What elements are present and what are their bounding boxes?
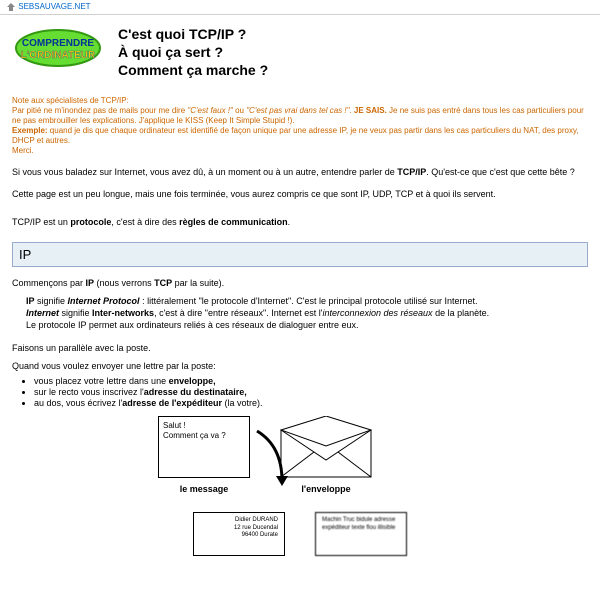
addr-name: Didier DURAND [200, 517, 278, 525]
sender-address-card: Machin Truc bidule adresse expéditeur te… [315, 512, 407, 556]
message-line-2: Comment ça va ? [163, 431, 245, 441]
header: COMPRENDRE L'ORDINATEUR C'est quoi TCP/I… [0, 15, 600, 84]
envelope-icon [280, 416, 372, 478]
addr-city: 96400 Durate [200, 532, 278, 540]
title-line-1: C'est quoi TCP/IP ? [118, 25, 268, 43]
arrow-icon [252, 426, 292, 496]
blur-text: Machin Truc bidule adresse expéditeur te… [322, 517, 395, 531]
specialist-note: Note aux spécialistes de TCP/IP: Par pit… [12, 96, 588, 156]
message-line-1: Salut ! [163, 421, 245, 431]
message-box: Salut ! Comment ça va ? [158, 416, 250, 478]
title-line-3: Comment ça marche ? [118, 61, 268, 79]
list-item: sur le recto vous inscrivez l'adresse du… [34, 387, 588, 397]
title-line-2: À quoi ça sert ? [118, 43, 268, 61]
diagram-message-col: Salut ! Comment ça va ? le message [158, 416, 250, 494]
ip-p2: Faisons un parallèle avec la poste. [12, 342, 588, 354]
list-item: vous placez votre lettre dans une envelo… [34, 376, 588, 386]
list-item: au dos, vous écrivez l'adresse de l'expé… [34, 398, 588, 408]
logo-line1: COMPRENDRE [22, 38, 95, 49]
logo-line2: L'ORDINATEUR [21, 50, 96, 61]
address-row: Didier DURAND 12 rue Ducendal 96400 Dura… [12, 512, 588, 556]
home-icon [6, 2, 16, 12]
ip-definition-block: IP signifie Internet Protocol : littéral… [12, 295, 588, 331]
caption-message: le message [158, 484, 250, 494]
intro-p1: Si vous vous baladez sur Internet, vous … [12, 166, 588, 178]
postal-steps-list: vous placez votre lettre dans une envelo… [34, 376, 588, 408]
ip-p3: Quand vous voulez envoyer une lettre par… [12, 360, 588, 372]
message-envelope-diagram: Salut ! Comment ça va ? le message l'env… [12, 416, 588, 494]
diagram-envelope-col: l'enveloppe [280, 416, 372, 494]
note-heading: Note aux spécialistes de TCP/IP: [12, 96, 588, 106]
intro-p3: TCP/IP est un protocole, c'est à dire de… [12, 216, 588, 228]
note-body: Par pitié ne m'inondez pas de mails pour… [12, 106, 588, 156]
intro-p2: Cette page est un peu longue, mais une f… [12, 188, 588, 200]
section-head-ip: IP [12, 242, 588, 267]
logo[interactable]: COMPRENDRE L'ORDINATEUR [12, 25, 104, 71]
caption-envelope: l'enveloppe [280, 484, 372, 494]
title-block: C'est quoi TCP/IP ? À quoi ça sert ? Com… [104, 25, 268, 80]
ip-p1: Commençons par IP (nous verrons TCP par … [12, 277, 588, 289]
content: Note aux spécialistes de TCP/IP: Par pit… [0, 84, 600, 568]
site-link[interactable]: SEBSAUVAGE.NET [18, 2, 90, 11]
recipient-address-card: Didier DURAND 12 rue Ducendal 96400 Dura… [193, 512, 285, 556]
top-bar: SEBSAUVAGE.NET [0, 0, 600, 15]
addr-street: 12 rue Ducendal [200, 525, 278, 533]
